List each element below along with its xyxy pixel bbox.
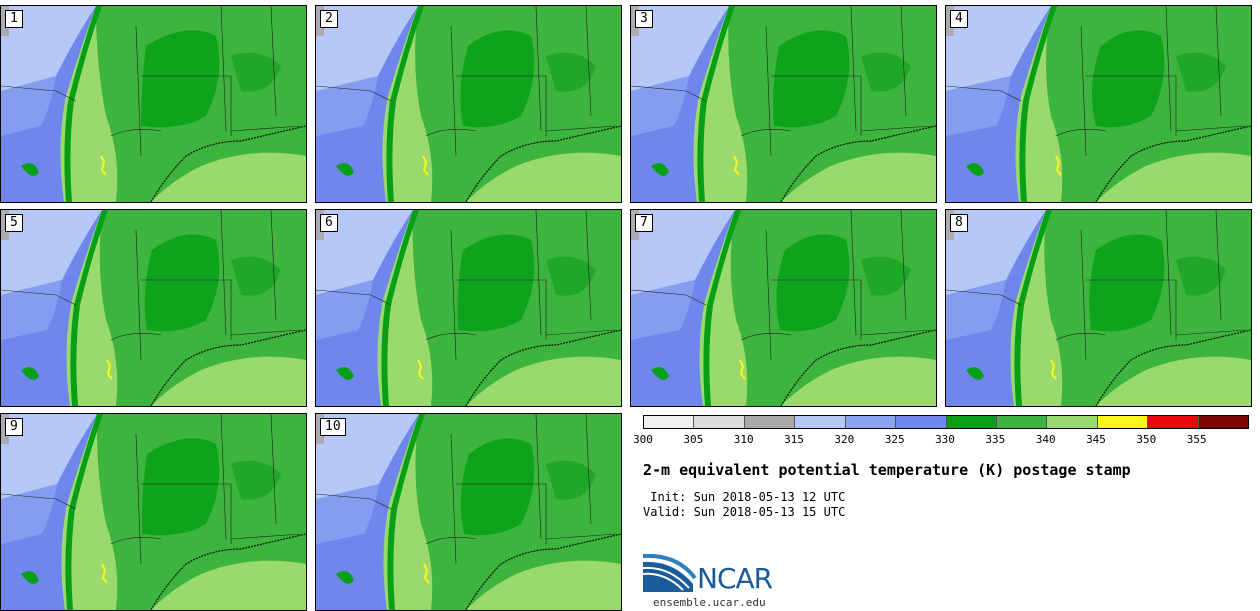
- member-label: 10: [320, 418, 346, 436]
- map-field-7: [631, 210, 936, 406]
- map-field-9: [1, 414, 306, 610]
- member-label: 8: [950, 214, 968, 232]
- map-field-1: [1, 6, 306, 202]
- map-field-3: [631, 6, 936, 202]
- member-panel-1: 1: [0, 5, 307, 203]
- colorbar-tick-label: 310: [733, 433, 754, 446]
- map-field-4: [946, 6, 1251, 202]
- map-field-2: [316, 6, 621, 202]
- member-panel-7: 7: [630, 209, 937, 407]
- colorbar-swatch: [1096, 416, 1148, 428]
- colorbar-swatch: [1046, 416, 1097, 428]
- ncar-logo-icon: [643, 554, 697, 592]
- member-label: 2: [320, 10, 338, 28]
- member-label: 4: [950, 10, 968, 28]
- colorbar-swatch: [945, 416, 996, 428]
- colorbar-tick-label: 335: [985, 433, 1006, 446]
- member-label: 7: [635, 214, 653, 232]
- map-field-6: [316, 210, 621, 406]
- map-field-5: [1, 210, 306, 406]
- colorbar-swatch: [995, 416, 1047, 428]
- logo-text: NCAR: [697, 562, 773, 595]
- init-time: Init: Sun 2018-05-13 12 UTC: [643, 490, 846, 504]
- member-panel-4: 4: [945, 5, 1252, 203]
- colorbar-tick-label: 340: [1035, 433, 1056, 446]
- member-panel-6: 6: [315, 209, 622, 407]
- colorbar-swatch: [644, 416, 694, 428]
- colorbar-swatch: [1197, 416, 1249, 428]
- member-label: 3: [635, 10, 653, 28]
- valid-time: Valid: Sun 2018-05-13 15 UTC: [643, 505, 846, 519]
- colorbar-swatch: [743, 416, 795, 428]
- map-field-8: [946, 210, 1251, 406]
- member-label: 9: [5, 418, 23, 436]
- map-field-10: [316, 414, 621, 610]
- colorbar-tick-label: 345: [1086, 433, 1106, 446]
- colorbar-tick-label: 330: [935, 433, 955, 446]
- colorbar-swatch: [794, 416, 845, 428]
- member-panel-8: 8: [945, 209, 1252, 407]
- colorbar-swatch: [1147, 416, 1198, 428]
- colorbar-tick-label: 355: [1186, 433, 1207, 446]
- colorbar-tick-label: 315: [784, 433, 804, 446]
- site-url: ensemble.ucar.edu: [653, 596, 766, 609]
- time-info: Init: Sun 2018-05-13 12 UTC Valid: Sun 2…: [643, 490, 845, 520]
- colorbar-swatch: [895, 416, 946, 428]
- colorbar-tick-label: 320: [834, 433, 855, 446]
- colorbar-swatch: [693, 416, 744, 428]
- colorbar-ticks: 300 305 310 315 320 325 330 335 340 345 350 355: [633, 433, 1247, 447]
- colorbar-tick-label: 300: [633, 433, 653, 446]
- member-label: 5: [5, 214, 23, 232]
- colorbar-tick-label: 350: [1136, 433, 1157, 446]
- member-label: 6: [320, 214, 338, 232]
- colorbar-swatch: [844, 416, 896, 428]
- colorbar: [643, 415, 1249, 429]
- member-label: 1: [5, 10, 23, 28]
- member-panel-10: 10: [315, 413, 622, 611]
- colorbar-tick-label: 305: [683, 433, 704, 446]
- member-panel-5: 5: [0, 209, 307, 407]
- figure-title: 2-m equivalent potential temperature (K)…: [643, 461, 1131, 479]
- colorbar-tick-label: 325: [884, 433, 905, 446]
- member-panel-9: 9: [0, 413, 307, 611]
- member-panel-2: 2: [315, 5, 622, 203]
- member-panel-3: 3: [630, 5, 937, 203]
